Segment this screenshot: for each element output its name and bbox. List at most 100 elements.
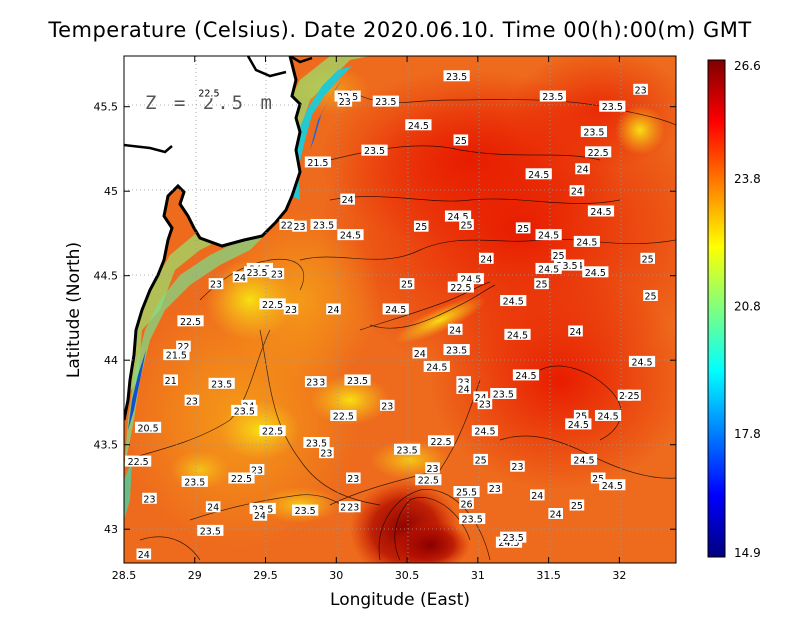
- contour-label: 22.5: [177, 315, 204, 328]
- svg-text:22.5: 22.5: [231, 474, 252, 485]
- y-tick-label: 44.5: [94, 270, 119, 283]
- svg-text:24.5: 24.5: [385, 305, 406, 316]
- svg-text:23.5: 23.5: [313, 221, 334, 232]
- contour-label: 25: [551, 249, 566, 262]
- svg-text:22.5: 22.5: [262, 427, 283, 438]
- svg-text:23.5: 23.5: [234, 406, 255, 417]
- contour-label: 22.5: [330, 409, 357, 422]
- contour-label: 24: [252, 509, 268, 522]
- svg-text:23: 23: [285, 305, 297, 316]
- contour-label: 25: [399, 278, 415, 291]
- y-tick-label: 43.5: [94, 439, 119, 452]
- svg-text:23: 23: [511, 462, 523, 473]
- svg-text:25: 25: [644, 291, 656, 302]
- svg-text:24: 24: [577, 165, 589, 176]
- svg-text:24: 24: [234, 273, 246, 284]
- svg-text:24: 24: [138, 550, 150, 561]
- contour-label: 23: [337, 95, 353, 108]
- svg-text:24: 24: [207, 503, 219, 514]
- contour-label: 25.5: [453, 486, 480, 499]
- x-tick-label: 32: [612, 569, 626, 582]
- svg-text:25: 25: [401, 280, 413, 291]
- svg-text:25: 25: [517, 224, 529, 235]
- contour-label: 22.5: [427, 435, 455, 448]
- contour-label: 24.5: [471, 425, 499, 438]
- svg-text:23.5: 23.5: [364, 146, 385, 157]
- svg-text:24.5: 24.5: [474, 427, 495, 438]
- svg-text:23: 23: [489, 484, 501, 495]
- colorbar-tick-label: 26.6: [734, 59, 761, 73]
- contour-label: 24.5: [423, 360, 450, 373]
- contour-label: 25: [459, 219, 474, 232]
- contour-label: 25: [573, 409, 589, 422]
- svg-text:24.5: 24.5: [515, 371, 536, 382]
- svg-text:23: 23: [186, 396, 198, 407]
- contour-label: 21.5: [304, 156, 332, 169]
- colorbar-ticks: 26.6 23.8 20.8 17.8 14.9: [734, 59, 761, 560]
- contour-label: 20.5: [134, 421, 162, 434]
- svg-text:24.5: 24.5: [602, 481, 623, 492]
- contour-label: 24: [568, 325, 583, 338]
- contour-label: 25: [515, 222, 531, 235]
- svg-text:22.5: 22.5: [333, 411, 354, 422]
- contour-label: 25: [626, 389, 641, 402]
- coastline: [124, 56, 302, 421]
- svg-text:23: 23: [320, 449, 332, 460]
- contour-label: 23.5: [599, 100, 626, 113]
- svg-text:23.5: 23.5: [446, 72, 467, 83]
- y-tick-label: 45.5: [94, 101, 119, 114]
- svg-text:24.5: 24.5: [498, 538, 519, 549]
- svg-text:25: 25: [642, 254, 654, 265]
- contour-label: 22.5: [259, 425, 286, 438]
- svg-text:24.5: 24.5: [585, 268, 606, 279]
- contour-label: 23: [319, 447, 334, 460]
- plot-frame: [123, 55, 677, 564]
- svg-text:23.5: 23.5: [375, 97, 396, 108]
- x-tick-label: 30: [329, 569, 343, 582]
- svg-text:24.5: 24.5: [590, 207, 611, 218]
- svg-text:21.5: 21.5: [307, 158, 328, 169]
- contour-label: 24.5: [504, 328, 531, 341]
- y-tick-label: 44: [104, 354, 118, 367]
- svg-text:24: 24: [458, 384, 470, 395]
- contour-label: 24.5: [582, 266, 609, 279]
- contour-label: 24.5: [337, 229, 364, 242]
- contour-label: 24: [456, 382, 471, 395]
- contour-label: 23.5: [303, 437, 330, 450]
- svg-text:23: 23: [635, 85, 647, 96]
- svg-text:23.5: 23.5: [396, 445, 417, 456]
- svg-text:23.5: 23.5: [602, 102, 623, 113]
- contour-label: 23: [633, 83, 648, 96]
- svg-text:24: 24: [449, 325, 461, 336]
- svg-text:23.5: 23.5: [211, 379, 232, 390]
- svg-text:22.5: 22.5: [450, 283, 471, 294]
- contour-label: 23.5: [292, 504, 319, 517]
- contour-label: 23: [249, 464, 265, 477]
- svg-text:24.5: 24.5: [507, 330, 528, 341]
- svg-text:25: 25: [552, 251, 564, 262]
- contour-label: 21: [163, 374, 179, 387]
- svg-text:25: 25: [575, 411, 587, 422]
- contour-label: 23: [304, 376, 320, 389]
- contour-label: 24: [479, 252, 494, 265]
- contour-label: 24.5: [594, 409, 622, 422]
- svg-text:23: 23: [210, 280, 222, 291]
- contour-label: 23: [487, 482, 503, 495]
- y-tick-label: 45: [104, 185, 118, 198]
- contour-label: 24: [326, 303, 341, 316]
- svg-text:23: 23: [479, 400, 491, 411]
- svg-text:23.5: 23.5: [446, 346, 467, 357]
- svg-text:23: 23: [347, 503, 359, 514]
- svg-text:20.5: 20.5: [137, 423, 158, 434]
- contour-label: 23.5: [361, 144, 388, 157]
- contour-label: 24.5: [382, 303, 409, 316]
- contour-label: 23.5: [443, 344, 470, 357]
- svg-text:23: 23: [381, 401, 393, 412]
- contour-label: 21.5: [163, 349, 190, 362]
- svg-text:24.5: 24.5: [447, 212, 468, 223]
- contour-label: 23.5: [393, 443, 421, 456]
- svg-text:22.5: 22.5: [198, 89, 219, 100]
- contour-label: 24.5: [512, 369, 540, 382]
- x-axis-label: Longitude (East): [330, 590, 470, 610]
- svg-text:23: 23: [427, 464, 439, 475]
